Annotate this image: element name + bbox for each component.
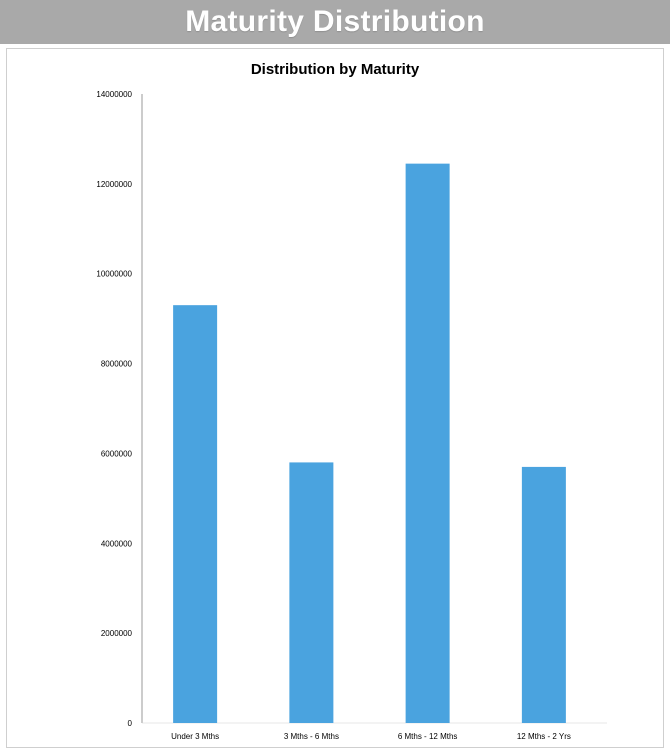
y-tick-label: 10000000 xyxy=(96,270,132,279)
bar xyxy=(521,466,566,723)
chart-title: Distribution by Maturity xyxy=(250,61,420,78)
y-tick-label: 14000000 xyxy=(96,90,132,99)
chart-container: Distribution by Maturity 0 2000000 4000000… xyxy=(6,48,664,748)
bar-chart: 0 2000000 4000000 6000000 8000000 10000000 120… xyxy=(96,90,607,741)
y-tick-label: 8000000 xyxy=(101,360,133,369)
x-tick-label: 6 Mths - 12 Mths xyxy=(398,732,458,741)
y-tick-label: 6000000 xyxy=(101,449,133,458)
bar xyxy=(289,462,334,723)
y-tick-label: 12000000 xyxy=(96,180,132,189)
bar xyxy=(173,305,218,723)
page-title: Maturity Distribution xyxy=(185,5,485,38)
page-header: Maturity Distribution xyxy=(0,0,670,44)
bar xyxy=(405,163,450,723)
y-tick-label: 0 xyxy=(128,719,133,728)
y-tick-label: 2000000 xyxy=(101,629,133,638)
y-tick-label: 4000000 xyxy=(101,539,133,548)
x-tick-label: 12 Mths - 2 Yrs xyxy=(517,732,571,741)
x-tick-label: Under 3 Mths xyxy=(171,732,219,741)
x-tick-label: 3 Mths - 6 Mths xyxy=(284,732,339,741)
